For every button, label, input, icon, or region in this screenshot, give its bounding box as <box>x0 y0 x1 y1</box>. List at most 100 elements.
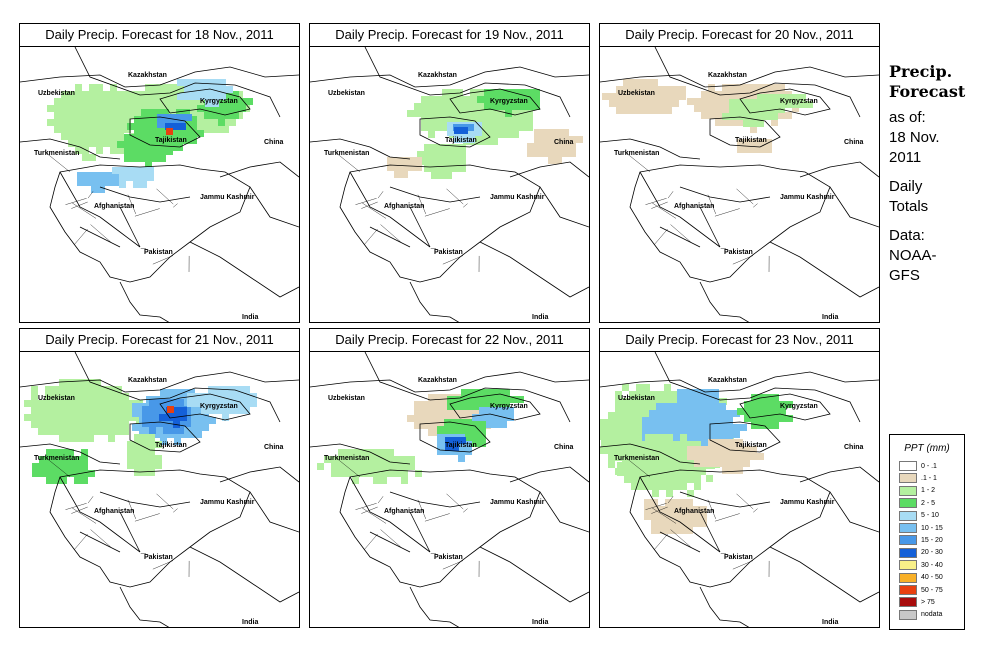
country-label: India <box>242 619 258 626</box>
legend-item: 20 - 30 <box>899 547 943 558</box>
totals-line2: Totals <box>889 198 929 215</box>
data-source-line2: NOAA- <box>889 247 937 264</box>
country-label: China <box>264 444 284 451</box>
legend-swatch <box>899 609 917 620</box>
country-label: Jammu Kashmir <box>490 194 545 201</box>
panel-title: Daily Precip. Forecast for 18 Nov., 2011 <box>20 24 299 47</box>
country-label: Kyrgyzstan <box>200 403 238 410</box>
country-label: Kyrgyzstan <box>490 98 528 105</box>
country-label: Uzbekistan <box>328 395 365 402</box>
legend-label: .1 - 1 <box>921 474 937 482</box>
country-label: Afghanistan <box>94 508 134 515</box>
country-label: Uzbekistan <box>618 395 655 402</box>
legend-item: 10 - 15 <box>899 523 943 533</box>
forecast-map-panel: Daily Precip. Forecast for 20 Nov., 2011… <box>599 23 880 323</box>
forecast-map-panel: Daily Precip. Forecast for 22 Nov., 2011… <box>309 328 590 628</box>
country-label: Kyrgyzstan <box>490 403 528 410</box>
country-label: Kazakhstan <box>708 72 747 79</box>
legend-item: 2 - 5 <box>899 498 936 509</box>
legend-item: 30 - 40 <box>899 560 943 571</box>
legend-label: 5 - 10 <box>921 512 939 520</box>
country-label: Kyrgyzstan <box>780 403 818 410</box>
legend-swatch <box>899 535 917 546</box>
country-label: Turkmenistan <box>324 455 369 462</box>
country-label: China <box>554 444 574 451</box>
side-heading-line2: Forecast <box>889 82 966 101</box>
country-label: Kazakhstan <box>708 377 747 384</box>
forecast-map-panel: Daily Precip. Forecast for 23 Nov., 2011… <box>599 328 880 628</box>
precip-map: Kazakhstan Uzbekistan Kyrgyzstan Tajikistan… <box>310 352 589 627</box>
country-label: Afghanistan <box>674 508 714 515</box>
legend-title: PPT (mm) <box>904 443 950 454</box>
country-label: Turkmenistan <box>34 150 79 157</box>
asof-line3: 2011 <box>889 149 922 166</box>
country-label: India <box>822 314 838 321</box>
country-label: Afghanistan <box>674 203 714 210</box>
data-source-line3: GFS <box>889 267 920 284</box>
country-label: India <box>242 314 258 321</box>
country-label: Pakistan <box>724 249 753 256</box>
forecast-map-panel: Daily Precip. Forecast for 19 Nov., 2011… <box>309 23 590 323</box>
forecast-map-panel: Daily Precip. Forecast for 18 Nov., 2011… <box>19 23 300 323</box>
country-label: India <box>822 619 838 626</box>
asof-line1: as of: <box>889 109 926 126</box>
country-label: Pakistan <box>144 554 173 561</box>
panel-title: Daily Precip. Forecast for 19 Nov., 2011 <box>310 24 589 47</box>
legend-swatch <box>899 547 917 558</box>
legend-swatch <box>899 498 917 509</box>
panel-title: Daily Precip. Forecast for 20 Nov., 2011 <box>600 24 879 47</box>
country-label: Tajikistan <box>735 137 767 144</box>
legend-label: 50 - 75 <box>921 586 943 594</box>
country-label: Kazakhstan <box>418 72 457 79</box>
legend-item: 50 - 75 <box>899 585 943 595</box>
legend-swatch <box>899 485 917 496</box>
legend-item: 5 - 10 <box>899 510 939 521</box>
side-heading-line1: Precip. <box>889 62 953 81</box>
country-label: Jammu Kashmir <box>200 194 255 201</box>
country-label: India <box>532 314 548 321</box>
precip-map: Kazakhstan Uzbekistan Kyrgyzstan Tajikistan… <box>20 352 299 627</box>
country-label: Pakistan <box>144 249 173 256</box>
asof-line2: 18 Nov. <box>889 129 940 146</box>
country-label: China <box>844 139 864 146</box>
data-source-line1: Data: <box>889 227 925 244</box>
country-label: Tajikistan <box>155 137 187 144</box>
legend-swatch <box>899 473 917 484</box>
legend-item: nodata <box>899 609 942 620</box>
country-label: India <box>532 619 548 626</box>
legend-label: 0 - .1 <box>921 462 937 470</box>
country-label: China <box>264 139 284 146</box>
country-label: Turkmenistan <box>614 455 659 462</box>
legend-swatch <box>899 572 917 583</box>
forecast-map-panel: Daily Precip. Forecast for 21 Nov., 2011… <box>19 328 300 628</box>
precip-map: Kazakhstan Uzbekistan Kyrgyzstan Tajikistan… <box>600 352 879 627</box>
country-label: Uzbekistan <box>328 90 365 97</box>
legend-swatch <box>899 597 917 608</box>
totals-line1: Daily <box>889 178 923 195</box>
country-label: Jammu Kashmir <box>490 499 545 506</box>
legend-label: 20 - 30 <box>921 549 943 557</box>
legend-label: 2 - 5 <box>921 499 936 507</box>
legend-swatch <box>899 510 917 521</box>
legend-label: 10 - 15 <box>921 524 943 532</box>
country-label: Jammu Kashmir <box>200 499 255 506</box>
legend-item: > 75 <box>899 597 935 608</box>
country-label: Uzbekistan <box>38 90 75 97</box>
legend-swatch <box>899 461 917 471</box>
country-label: Tajikistan <box>445 137 477 144</box>
panel-title: Daily Precip. Forecast for 21 Nov., 2011 <box>20 329 299 352</box>
precip-map: Kazakhstan Uzbekistan Kyrgyzstan Tajikistan… <box>20 47 299 322</box>
country-label: Tajikistan <box>735 442 767 449</box>
legend-swatch <box>899 523 917 533</box>
country-label: Pakistan <box>434 554 463 561</box>
legend-label: 30 - 40 <box>921 561 943 569</box>
precip-legend: PPT (mm) 0 - .1 .1 - 1 1 - 2 2 - 5 5 - 10 10 … <box>889 434 965 630</box>
country-label: Kazakhstan <box>418 377 457 384</box>
country-label: Turkmenistan <box>324 150 369 157</box>
country-label: Kazakhstan <box>128 72 167 79</box>
legend-item: 40 - 50 <box>899 572 943 583</box>
country-label: Afghanistan <box>94 203 134 210</box>
legend-label: 1 - 2 <box>921 487 936 495</box>
country-label: Kazakhstan <box>128 377 167 384</box>
legend-label: 15 - 20 <box>921 536 943 544</box>
